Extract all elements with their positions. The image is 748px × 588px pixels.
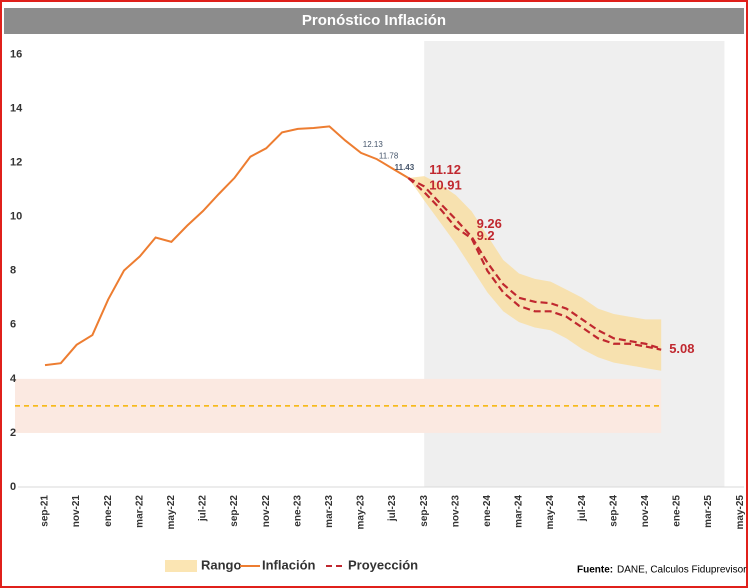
series-line [407, 177, 662, 351]
x-tick-label: sep-22 [229, 495, 240, 527]
x-tick-label: mar-22 [134, 495, 145, 528]
x-tick-label: sep-24 [608, 495, 619, 527]
x-tick-label: ene-25 [672, 495, 683, 527]
legend-swatch [165, 560, 197, 572]
x-tick-label: ene-24 [482, 495, 493, 527]
x-tick-label: ene-22 [103, 495, 114, 527]
legend-label: Proyección [348, 557, 418, 572]
chart-title: Pronóstico Inflación [302, 12, 446, 29]
title-bar [4, 8, 744, 34]
plot: 0 2 4 6 8 10 12 14 16 sep-21 nov-21 ene-22 mar-22 may… [10, 41, 746, 572]
y-tick-label: 10 [10, 211, 22, 223]
x-tick-label: nov-24 [640, 495, 651, 528]
data-label: 10.91 [429, 178, 462, 193]
y-tick-label: 6 [10, 319, 16, 331]
x-tick-label: jul-24 [577, 495, 588, 523]
series-line [407, 177, 662, 350]
legend-label: Inflación [262, 557, 316, 572]
x-tick-label: may-25 [735, 495, 746, 530]
x-tick-label: may-24 [545, 495, 556, 530]
y-tick-label: 12 [10, 157, 22, 169]
range-area [408, 176, 662, 371]
data-label: 11.12 [429, 162, 461, 177]
target-band [15, 378, 662, 433]
x-tick-label: mar-25 [703, 495, 714, 528]
x-tick-label: may-23 [356, 495, 367, 530]
x-tick-label: nov-22 [261, 495, 272, 528]
legend-label: Rango [201, 557, 242, 572]
x-tick-label: jul-23 [387, 495, 398, 523]
y-tick-label: 8 [10, 265, 16, 277]
series-line [44, 125, 409, 367]
data-label: 9.2 [477, 228, 495, 243]
y-tick-label: 16 [10, 48, 22, 60]
data-label: 11.43 [395, 163, 415, 172]
source-label: Fuente: [577, 565, 613, 576]
x-tick-label: nov-23 [450, 495, 461, 528]
source-text: DANE, Calculos Fiduprevisor [617, 565, 747, 576]
data-label: 9.26 [477, 216, 502, 231]
data-label: 12.13 [363, 140, 384, 149]
x-tick-label: nov-21 [71, 495, 82, 528]
x-tick-label: mar-23 [324, 495, 335, 528]
x-tick-label: mar-24 [514, 495, 525, 528]
y-tick-label: 14 [10, 102, 23, 114]
y-tick-label: 2 [10, 427, 16, 439]
x-tick-label: sep-21 [40, 495, 51, 527]
data-label: 5.08 [669, 341, 694, 356]
x-tick-label: ene-23 [292, 495, 303, 527]
data-label: 11.78 [379, 152, 399, 161]
y-tick-label: 0 [10, 481, 16, 493]
x-tick-label: jul-22 [198, 495, 209, 523]
x-tick-label: sep-23 [419, 495, 430, 527]
y-tick-label: 4 [10, 373, 17, 385]
x-tick-label: may-22 [166, 495, 177, 530]
